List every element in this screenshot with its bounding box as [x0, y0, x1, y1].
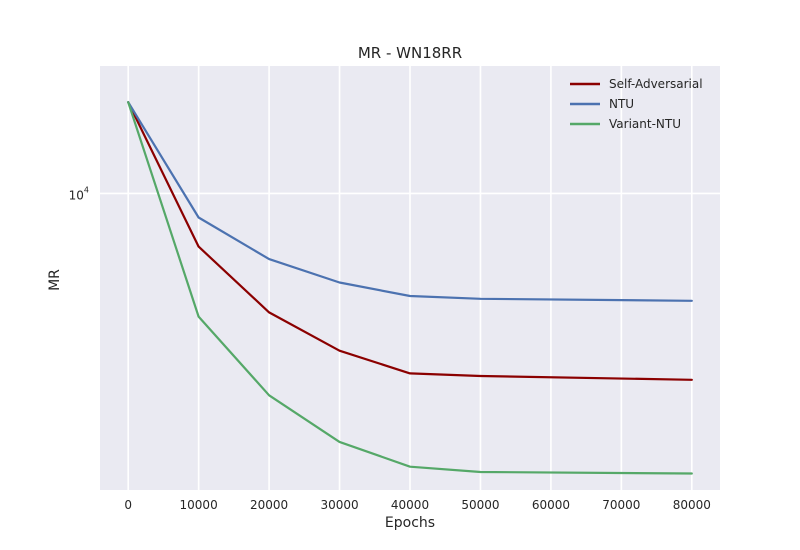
series-lines	[127, 101, 693, 475]
x-gridlines	[127, 66, 693, 490]
x-axis-label: Epochs	[385, 515, 435, 531]
y-axis-label: MR	[47, 269, 63, 291]
series-line-variant-ntu	[127, 101, 693, 475]
legend-label-self-adversarial: Self-Adversarial	[609, 77, 703, 91]
y-tick-base: 10	[69, 188, 84, 202]
x-tick-label: 70000	[602, 498, 640, 512]
x-tick-label: 0	[124, 498, 132, 512]
x-tick-label: 50000	[461, 498, 499, 512]
legend-label-ntu: NTU	[609, 97, 634, 111]
x-tick-label: 60000	[532, 498, 570, 512]
legend-label-variant-ntu: Variant-NTU	[609, 117, 681, 131]
chart-title: MR - WN18RR	[358, 44, 462, 62]
x-tick-label: 20000	[250, 498, 288, 512]
series-line-ntu	[127, 101, 693, 302]
x-tick-label: 80000	[673, 498, 711, 512]
y-tick-label: 104	[69, 185, 89, 202]
legend: Self-Adversarial NTU Variant-NTU	[570, 77, 703, 131]
x-tick-label: 40000	[391, 498, 429, 512]
x-tick-label: 30000	[320, 498, 358, 512]
x-tick-labels: 0 10000 20000 30000 40000 50000 60000 70000 8000…	[124, 498, 711, 512]
x-tick-label: 10000	[180, 498, 218, 512]
y-tick-labels: 104	[69, 185, 89, 202]
series-line-self-adversarial	[127, 101, 693, 381]
y-tick-exponent: 4	[84, 185, 89, 194]
